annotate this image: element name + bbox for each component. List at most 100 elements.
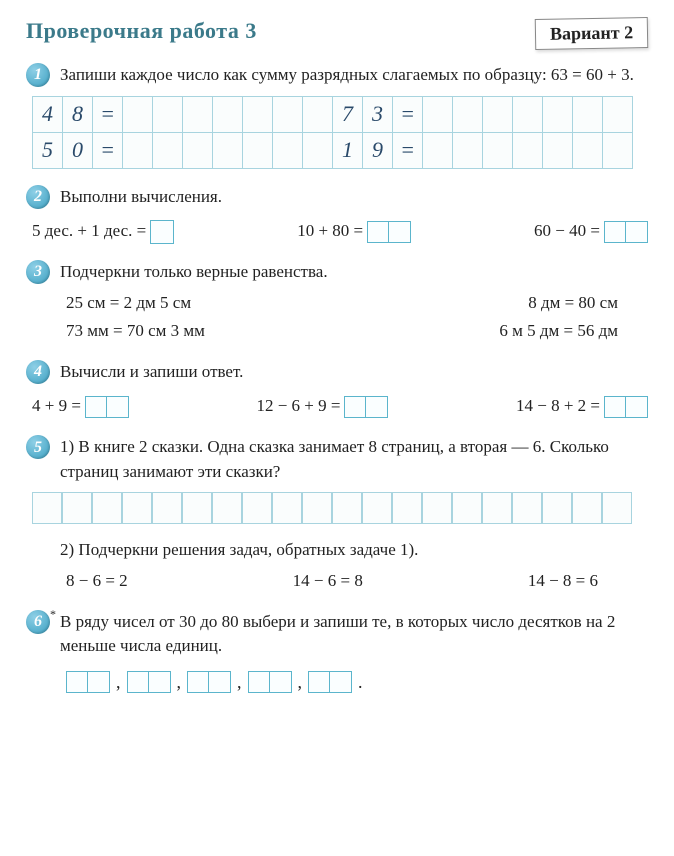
grid-cell[interactable] bbox=[243, 132, 273, 168]
task-5-p2-text: Подчеркни решения задач, обратных задаче… bbox=[78, 540, 418, 559]
answer-box-2[interactable] bbox=[604, 396, 648, 418]
task-3: 3 Подчеркни только верные равенства. 25 … bbox=[26, 260, 648, 344]
task-1-grid: 4 8 = 7 3 = bbox=[32, 96, 633, 169]
task-5-p1: 1) В книге 2 сказки. Одна сказка занимае… bbox=[60, 435, 648, 484]
task-5-p2: 2) Подчеркни решения задач, обратных зад… bbox=[60, 538, 648, 563]
grid-cell[interactable] bbox=[513, 96, 543, 132]
grid-cell[interactable] bbox=[303, 132, 333, 168]
task-5-answer-grid[interactable] bbox=[32, 492, 648, 524]
grid-cell[interactable] bbox=[273, 96, 303, 132]
grid-cell[interactable]: 7 bbox=[333, 96, 363, 132]
answer-box-2[interactable] bbox=[187, 671, 231, 693]
task-6-text: В ряду чисел от 30 до 80 выбери и запиши… bbox=[60, 610, 648, 659]
grid-cell[interactable] bbox=[183, 132, 213, 168]
answer-box-2[interactable] bbox=[127, 671, 171, 693]
subtask-label: 1) bbox=[60, 437, 74, 456]
grid-cell[interactable]: = bbox=[393, 96, 423, 132]
grid-cell[interactable] bbox=[603, 96, 633, 132]
answer-box[interactable] bbox=[150, 220, 174, 244]
task-number-2: 2 bbox=[26, 185, 50, 209]
grid-cell[interactable] bbox=[543, 132, 573, 168]
grid-cell[interactable] bbox=[423, 132, 453, 168]
answer-box-2[interactable] bbox=[85, 396, 129, 418]
calc-4b-expr: 12 − 6 + 9 = bbox=[256, 394, 340, 419]
task-5: 5 1) В книге 2 сказки. Одна сказка заним… bbox=[26, 435, 648, 594]
comma: , bbox=[177, 669, 182, 695]
calc-2a: 5 дес. + 1 дес. = bbox=[32, 219, 174, 244]
grid-cell[interactable]: 5 bbox=[33, 132, 63, 168]
grid-cell[interactable]: = bbox=[93, 96, 123, 132]
answer-box-2[interactable] bbox=[344, 396, 388, 418]
task-number-1: 1 bbox=[26, 63, 50, 87]
answer-box-2[interactable] bbox=[308, 671, 352, 693]
answer-box-2[interactable] bbox=[66, 671, 110, 693]
grid-cell[interactable]: 9 bbox=[363, 132, 393, 168]
grid-cell[interactable] bbox=[123, 96, 153, 132]
task-2: 2 Выполни вычисления. 5 дес. + 1 дес. = … bbox=[26, 185, 648, 244]
task-number-6: 6 bbox=[26, 610, 50, 634]
calc-4b: 12 − 6 + 9 = bbox=[256, 394, 388, 419]
grid-cell[interactable] bbox=[453, 96, 483, 132]
star-icon: * bbox=[50, 606, 56, 623]
calc-2c: 60 − 40 = bbox=[534, 219, 648, 244]
grid-cell[interactable]: = bbox=[393, 132, 423, 168]
grid-cell[interactable]: = bbox=[93, 132, 123, 168]
grid-cell[interactable] bbox=[603, 132, 633, 168]
task-2-text: Выполни вычисления. bbox=[60, 185, 648, 210]
grid-cell[interactable]: 4 bbox=[33, 96, 63, 132]
grid-cell[interactable] bbox=[483, 96, 513, 132]
grid-cell[interactable] bbox=[213, 96, 243, 132]
subtask-label: 2) bbox=[60, 540, 74, 559]
grid-cell[interactable] bbox=[153, 96, 183, 132]
grid-cell[interactable] bbox=[183, 96, 213, 132]
calc-4a-expr: 4 + 9 = bbox=[32, 394, 81, 419]
eq-3-2b: 6 м 5 дм = 56 дм bbox=[499, 319, 618, 344]
calc-4c: 14 − 8 + 2 = bbox=[516, 394, 648, 419]
task-4: 4 Вычисли и запиши ответ. 4 + 9 = 12 − 6… bbox=[26, 360, 648, 419]
grid-cell[interactable] bbox=[153, 132, 183, 168]
worksheet-title: Проверочная работа 3 bbox=[26, 18, 257, 44]
eq-5a: 8 − 6 = 2 bbox=[66, 569, 128, 594]
grid-cell[interactable]: 1 bbox=[333, 132, 363, 168]
grid-cell[interactable] bbox=[483, 132, 513, 168]
answer-box-2[interactable] bbox=[367, 221, 411, 243]
comma: , bbox=[237, 669, 242, 695]
eq-5c: 14 − 8 = 6 bbox=[528, 569, 598, 594]
grid-cell[interactable] bbox=[513, 132, 543, 168]
grid-cell[interactable] bbox=[213, 132, 243, 168]
task-1-text: Запиши каждое число как сумму разрядных … bbox=[60, 63, 648, 88]
grid-cell[interactable] bbox=[453, 132, 483, 168]
period: . bbox=[358, 669, 363, 695]
grid-cell[interactable] bbox=[273, 132, 303, 168]
calc-4a: 4 + 9 = bbox=[32, 394, 129, 419]
eq-3-2a: 73 мм = 70 см 3 мм bbox=[66, 319, 205, 344]
eq-5b: 14 − 6 = 8 bbox=[293, 569, 363, 594]
eq-3-1b: 8 дм = 80 см bbox=[528, 291, 618, 316]
grid-cell[interactable]: 3 bbox=[363, 96, 393, 132]
calc-2b: 10 + 80 = bbox=[297, 219, 411, 244]
task-6: 6 * В ряду чисел от 30 до 80 выбери и за… bbox=[26, 610, 648, 695]
answer-box-2[interactable] bbox=[604, 221, 648, 243]
grid-cell[interactable] bbox=[243, 96, 273, 132]
task-3-text: Подчеркни только верные равенства. bbox=[60, 260, 648, 285]
task-number-5: 5 bbox=[26, 435, 50, 459]
comma: , bbox=[116, 669, 121, 695]
calc-4c-expr: 14 − 8 + 2 = bbox=[516, 394, 600, 419]
grid-cell[interactable] bbox=[303, 96, 333, 132]
task-1: 1 Запиши каждое число как сумму разрядны… bbox=[26, 63, 648, 169]
grid-cell[interactable] bbox=[543, 96, 573, 132]
grid-cell[interactable]: 0 bbox=[63, 132, 93, 168]
task-number-4: 4 bbox=[26, 360, 50, 384]
answer-box-2[interactable] bbox=[248, 671, 292, 693]
calc-2a-expr: 5 дес. + 1 дес. = bbox=[32, 219, 146, 244]
grid-cell[interactable]: 8 bbox=[63, 96, 93, 132]
grid-cell[interactable] bbox=[423, 96, 453, 132]
grid-cell[interactable] bbox=[573, 96, 603, 132]
eq-3-1a: 25 см = 2 дм 5 см bbox=[66, 291, 191, 316]
calc-2b-expr: 10 + 80 = bbox=[297, 219, 363, 244]
task-6-numtext: 6 bbox=[34, 610, 42, 633]
grid-cell[interactable] bbox=[573, 132, 603, 168]
task-4-text: Вычисли и запиши ответ. bbox=[60, 360, 648, 385]
comma: , bbox=[298, 669, 303, 695]
grid-cell[interactable] bbox=[123, 132, 153, 168]
